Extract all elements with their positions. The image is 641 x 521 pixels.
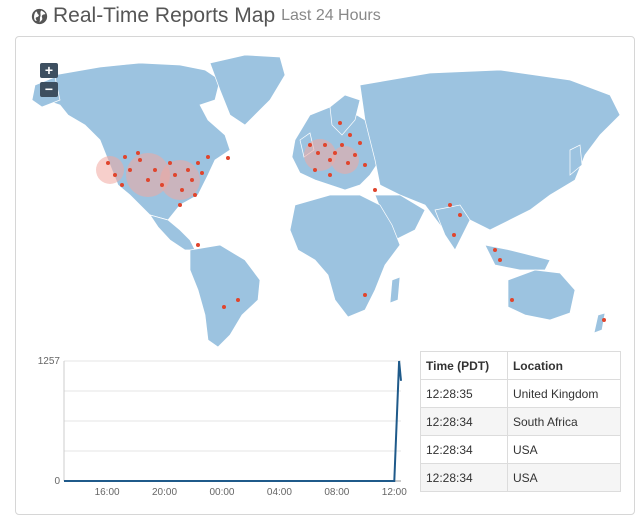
x-tick-label: 00:00 <box>209 487 234 498</box>
zoom-out-button[interactable]: − <box>40 82 58 97</box>
reports-chart: 0 1257 16:00 20:00 00:00 04:00 08:00 12:00 <box>38 356 408 498</box>
map-panel: + − 0 1257 16:00 20:00 00:00 04:00 08:00 12:00… <box>15 36 635 515</box>
land-south-america <box>189 244 261 348</box>
land-asia <box>359 69 621 246</box>
land-madagascar <box>389 276 401 304</box>
recent-reports-table: Time (PDT) Location 12:28:35 United King… <box>420 351 622 492</box>
marker <box>178 203 182 207</box>
marker <box>316 151 320 155</box>
marker <box>120 183 124 187</box>
marker <box>190 178 194 182</box>
marker <box>353 153 357 157</box>
cell-time: 12:28:34 <box>420 435 508 464</box>
marker <box>153 168 157 172</box>
chart-grid <box>63 360 401 482</box>
cell-location: South Africa <box>506 407 622 436</box>
marker <box>328 158 332 162</box>
marker <box>136 151 140 155</box>
cell-location: USA <box>506 435 622 464</box>
marker <box>123 155 127 159</box>
marker <box>236 298 240 302</box>
marker <box>348 133 352 137</box>
land-new-zealand <box>593 312 606 334</box>
report-markers <box>96 121 606 322</box>
x-tick-label: 12:00 <box>382 487 407 498</box>
land-scandinavia <box>329 94 361 136</box>
x-tick-label: 04:00 <box>267 487 292 498</box>
marker <box>338 121 342 125</box>
land-indonesia <box>484 244 551 271</box>
table-row: 12:28:35 United Kingdom <box>420 379 622 408</box>
globe-icon <box>31 8 48 24</box>
marker <box>333 151 337 155</box>
land-africa <box>289 194 401 318</box>
marker <box>323 143 327 147</box>
marker <box>138 158 142 162</box>
land-australia <box>507 269 576 321</box>
marker <box>106 161 110 165</box>
marker <box>160 183 164 187</box>
chart-series-line <box>64 360 402 482</box>
marker <box>358 141 362 145</box>
marker <box>206 155 210 159</box>
column-header-time: Time (PDT) <box>420 351 508 380</box>
cell-location: United Kingdom <box>506 379 622 408</box>
marker <box>510 298 514 302</box>
marker <box>373 188 377 192</box>
table-row: 12:28:34 South Africa <box>420 407 622 436</box>
zoom-in-button[interactable]: + <box>40 63 58 78</box>
x-tick-label: 20:00 <box>152 487 177 498</box>
marker <box>458 213 462 217</box>
y-tick-label: 1257 <box>38 356 61 367</box>
marker <box>602 318 606 322</box>
marker <box>173 173 177 177</box>
marker <box>128 168 132 172</box>
land-india <box>434 204 471 251</box>
marker <box>180 188 184 192</box>
table-header-row: Time (PDT) Location <box>420 351 622 380</box>
page-title: Real-Time Reports Map <box>53 4 276 27</box>
cell-time: 12:28:34 <box>420 463 508 492</box>
marker <box>493 248 497 252</box>
x-tick-label: 08:00 <box>324 487 349 498</box>
x-tick-label: 16:00 <box>95 487 120 498</box>
table-row: 12:28:34 USA <box>420 463 622 492</box>
marker <box>222 305 226 309</box>
marker <box>146 178 150 182</box>
marker <box>168 161 172 165</box>
page-header: Real-Time Reports Map Last 24 Hours <box>31 2 381 30</box>
marker <box>363 293 367 297</box>
land-greenland <box>209 54 286 126</box>
world-map[interactable] <box>30 45 626 350</box>
marker <box>308 143 312 147</box>
marker <box>226 156 230 160</box>
page-subtitle: Last 24 Hours <box>281 7 381 24</box>
marker <box>452 233 456 237</box>
marker <box>193 193 197 197</box>
marker <box>186 168 190 172</box>
marker <box>113 173 117 177</box>
chart-y-ticks: 0 1257 <box>38 356 61 487</box>
marker <box>328 173 332 177</box>
land-central-america <box>149 214 196 251</box>
marker <box>313 168 317 172</box>
marker <box>200 171 204 175</box>
marker <box>363 163 367 167</box>
table-row: 12:28:34 USA <box>420 435 622 464</box>
marker <box>196 243 200 247</box>
land-north-america <box>44 62 231 221</box>
marker <box>448 203 452 207</box>
marker <box>340 143 344 147</box>
marker <box>196 161 200 165</box>
cell-location: USA <box>506 463 622 492</box>
land-japan <box>569 144 583 176</box>
column-header-location: Location <box>506 351 622 380</box>
chart-x-ticks: 16:00 20:00 00:00 04:00 08:00 12:00 <box>95 487 408 498</box>
marker <box>498 258 502 262</box>
cell-time: 12:28:34 <box>420 407 508 436</box>
marker <box>346 161 350 165</box>
y-tick-label: 0 <box>54 476 60 487</box>
cell-time: 12:28:35 <box>420 379 508 408</box>
